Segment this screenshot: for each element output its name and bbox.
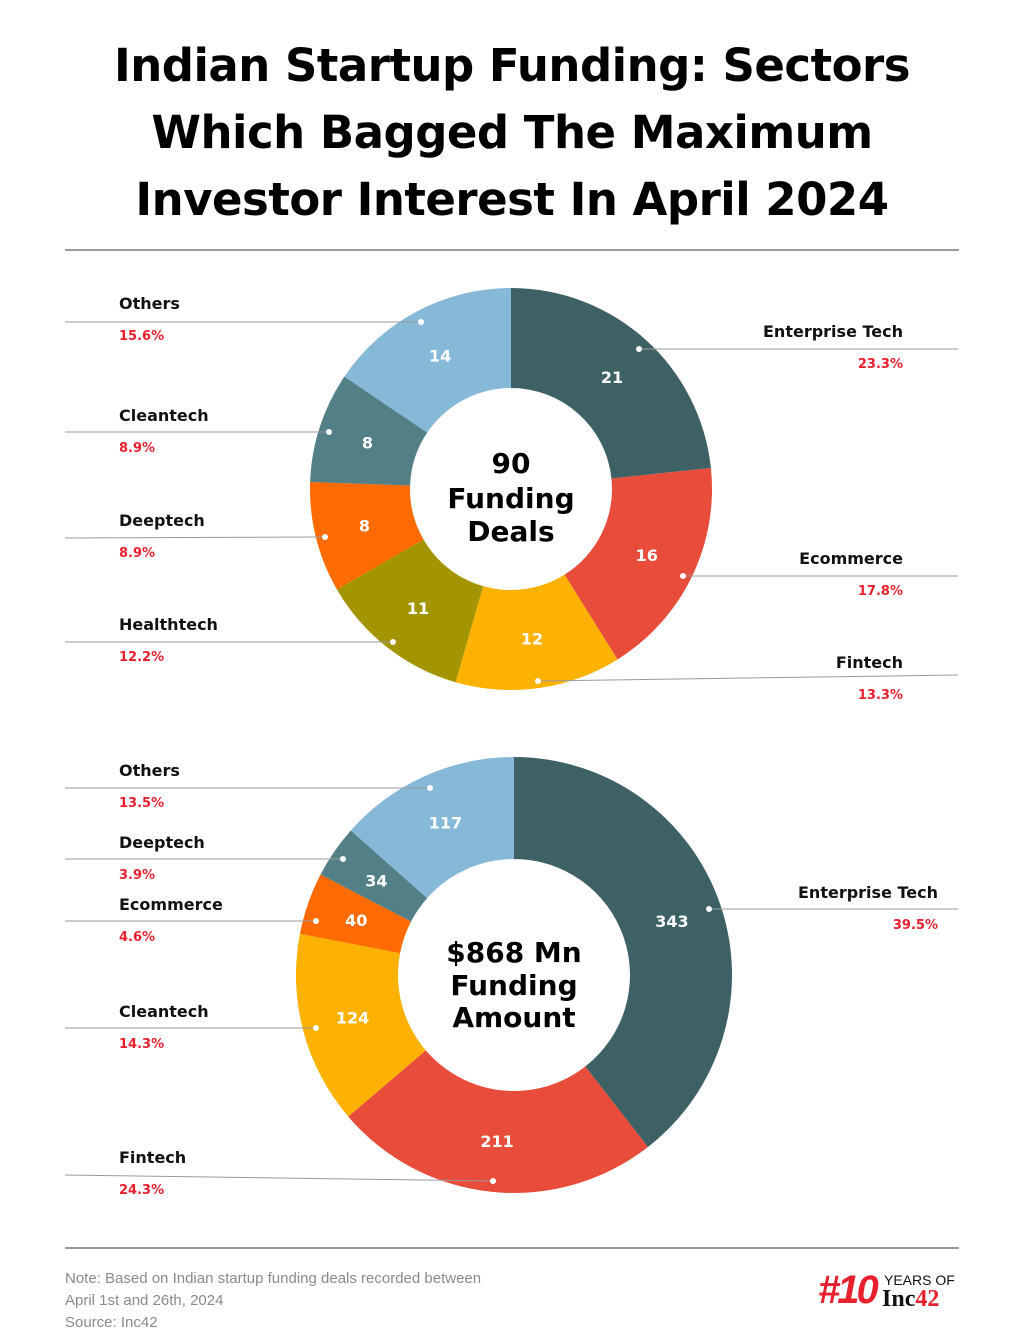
sector-percent: 12.2%: [119, 650, 164, 665]
source-line: Source: Inc42: [65, 1314, 158, 1331]
slice-value-label: 211: [480, 1132, 513, 1151]
sector-percent: 13.3%: [858, 688, 903, 703]
inc42-logo: #10 YEARS OF Inc42: [818, 1268, 963, 1316]
sector-percent: 14.3%: [119, 1037, 164, 1052]
leader-dot: [706, 906, 712, 912]
sector-percent: 3.9%: [119, 868, 155, 883]
leader-dot: [322, 534, 328, 540]
center-label: Funding: [450, 969, 577, 1002]
slice-deeptech: [310, 481, 424, 590]
sector-percent: 4.6%: [119, 930, 155, 945]
slice-value-label: 12: [521, 630, 543, 649]
center-label: $868 Mn: [446, 936, 581, 969]
sector-label: Deeptech: [119, 833, 205, 852]
logo-hash: #10: [818, 1268, 879, 1312]
slice-deeptech: [320, 830, 428, 922]
slice-others: [350, 757, 514, 899]
sector-percent: 15.6%: [119, 329, 164, 344]
sector-percent: 39.5%: [893, 918, 938, 933]
sector-label: Ecommerce: [119, 895, 223, 914]
leader-dot: [490, 1178, 496, 1184]
leader-dot: [340, 856, 346, 862]
leader-dot: [313, 1025, 319, 1031]
leader-dot: [535, 678, 541, 684]
slice-value-label: 40: [345, 911, 367, 930]
sector-percent: 8.9%: [119, 546, 155, 561]
slice-value-label: 8: [362, 433, 373, 452]
leader-dot: [390, 639, 396, 645]
slice-value-label: 21: [601, 368, 623, 387]
sector-label: Healthtech: [119, 615, 218, 634]
sector-label: Ecommerce: [799, 549, 903, 568]
slice-value-label: 343: [655, 912, 688, 931]
slice-fintech: [348, 1050, 648, 1193]
slice-enterprise-tech: [511, 288, 711, 479]
sector-label: Enterprise Tech: [763, 322, 903, 341]
leader-line: [537, 674, 959, 682]
sector-label: Others: [119, 294, 180, 313]
slice-enterprise-tech: [514, 757, 732, 1148]
slice-ecommerce: [299, 874, 412, 954]
leader-line: [64, 1174, 494, 1182]
title-line-2: Which Bagged The Maximum: [151, 106, 873, 159]
leader-dot: [313, 918, 319, 924]
slice-value-label: 11: [407, 599, 429, 618]
slice-value-label: 14: [429, 347, 451, 366]
leader-dot: [680, 573, 686, 579]
slice-cleantech: [296, 933, 426, 1117]
sector-label: Cleantech: [119, 406, 209, 425]
sector-percent: 8.9%: [119, 441, 155, 456]
slice-cleantech: [310, 376, 428, 486]
slice-value-label: 8: [359, 517, 370, 536]
sector-label: Enterprise Tech: [798, 883, 938, 902]
logo-brand-text: Inc: [882, 1286, 916, 1312]
slice-others: [344, 288, 511, 433]
slice-fintech: [455, 574, 618, 691]
title-line-1: Indian Startup Funding: Sectors: [113, 39, 911, 92]
logo-brand-number: 42: [915, 1286, 940, 1312]
sector-percent: 24.3%: [119, 1183, 164, 1198]
leader-dot: [636, 346, 642, 352]
footer-note: Note: Based on Indian startup funding de…: [65, 1268, 481, 1334]
logo-years: YEARS OF: [884, 1272, 955, 1288]
bottom-divider: [65, 1247, 959, 1249]
center-label: Deals: [467, 515, 554, 548]
donut-chart-2: 343 Enterprise Tech 39.5% 211 Fintech 24.3% 12…: [64, 757, 958, 1198]
slice-value-label: 16: [636, 546, 658, 565]
sector-percent: 23.3%: [858, 357, 903, 372]
slice-healthtech: [336, 539, 484, 683]
center-label: Amount: [452, 1001, 575, 1034]
slice-value-label: 117: [429, 814, 462, 833]
leader-dot: [427, 785, 433, 791]
sector-label: Others: [119, 761, 180, 780]
donut-chart-1: 21 Enterprise Tech 23.3% 16 Ecommerce 17.8% 12…: [64, 288, 959, 703]
infographic-title: Indian Startup Funding: Sectors Which Ba…: [0, 32, 1024, 233]
sector-label: Fintech: [119, 1148, 186, 1167]
note-line-2: April 1st and 26th, 2024: [65, 1292, 224, 1309]
sector-percent: 13.5%: [119, 796, 164, 811]
leader-dot: [418, 319, 424, 325]
sector-label: Fintech: [836, 653, 903, 672]
center-label: Funding: [447, 482, 574, 515]
center-label: 90: [492, 447, 531, 480]
title-line-3: Investor Interest In April 2024: [135, 173, 889, 226]
top-divider: [65, 249, 959, 251]
sector-label: Deeptech: [119, 511, 205, 530]
sector-percent: 17.8%: [858, 584, 903, 599]
slice-value-label: 124: [336, 1009, 369, 1028]
leader-line: [64, 536, 326, 539]
slice-value-label: 34: [365, 871, 387, 890]
leader-dot: [326, 429, 332, 435]
sector-label: Cleantech: [119, 1002, 209, 1021]
note-line-1: Note: Based on Indian startup funding de…: [65, 1270, 482, 1287]
logo-brand: Inc42: [882, 1286, 939, 1313]
slice-ecommerce: [564, 467, 712, 660]
